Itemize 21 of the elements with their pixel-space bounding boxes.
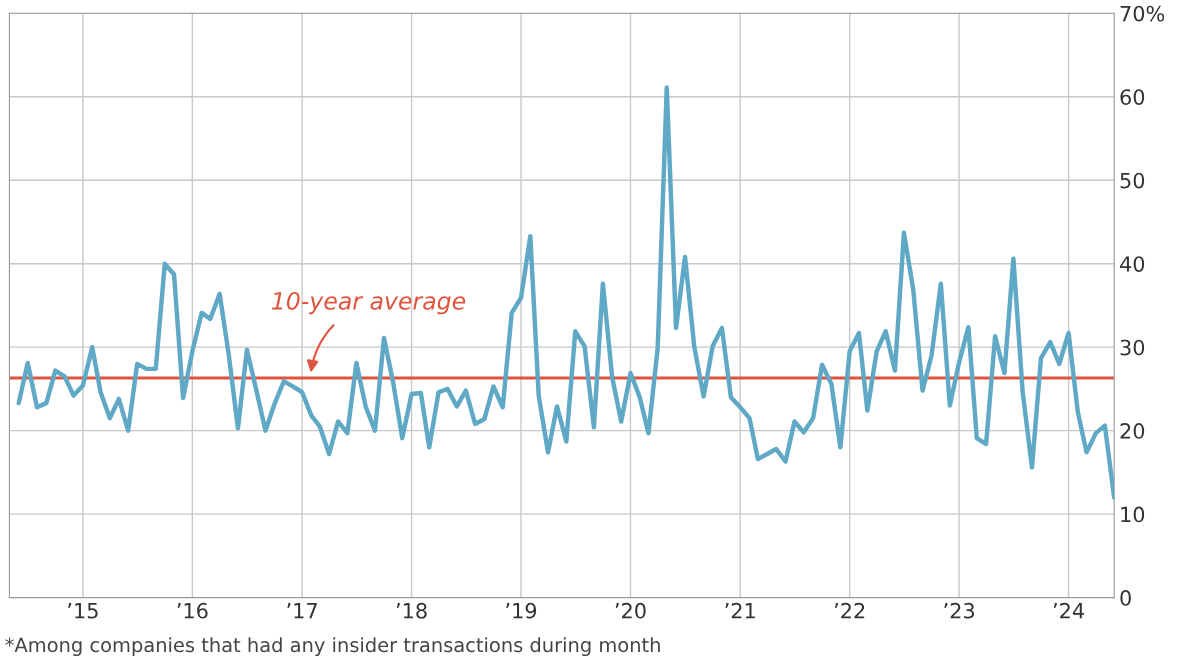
x-tick-label: ’15	[68, 603, 98, 619]
ref-line-label: 10-year average	[271, 291, 466, 315]
x-tick-label: ’22	[834, 602, 865, 619]
y-tick-label: 20	[1120, 423, 1145, 439]
y-tick-label: 40	[1120, 256, 1145, 272]
x-tick-label: ’20	[615, 602, 646, 619]
x-tick-label: ’16	[177, 602, 208, 619]
x-tick-label: ’24	[1053, 602, 1084, 619]
x-tick-label: ’18	[396, 602, 427, 619]
y-tick-label: 10	[1121, 506, 1145, 523]
x-tick-label: ’19	[506, 602, 537, 619]
line-series	[16, 85, 1115, 500]
x-tick-label: ’17	[287, 603, 317, 619]
y-tick-label: 50	[1120, 172, 1145, 189]
y-tick-label: 60	[1120, 89, 1145, 105]
y-tick-label: 30	[1120, 339, 1145, 356]
x-tick-label: ’23	[944, 602, 975, 619]
y-tick-label: 0	[1120, 590, 1131, 606]
text: *Among companies that had any insider transactions during month	[5, 637, 660, 657]
y-tick-label: 70%	[1120, 5, 1165, 22]
x-tick-label: ’21	[725, 602, 755, 619]
